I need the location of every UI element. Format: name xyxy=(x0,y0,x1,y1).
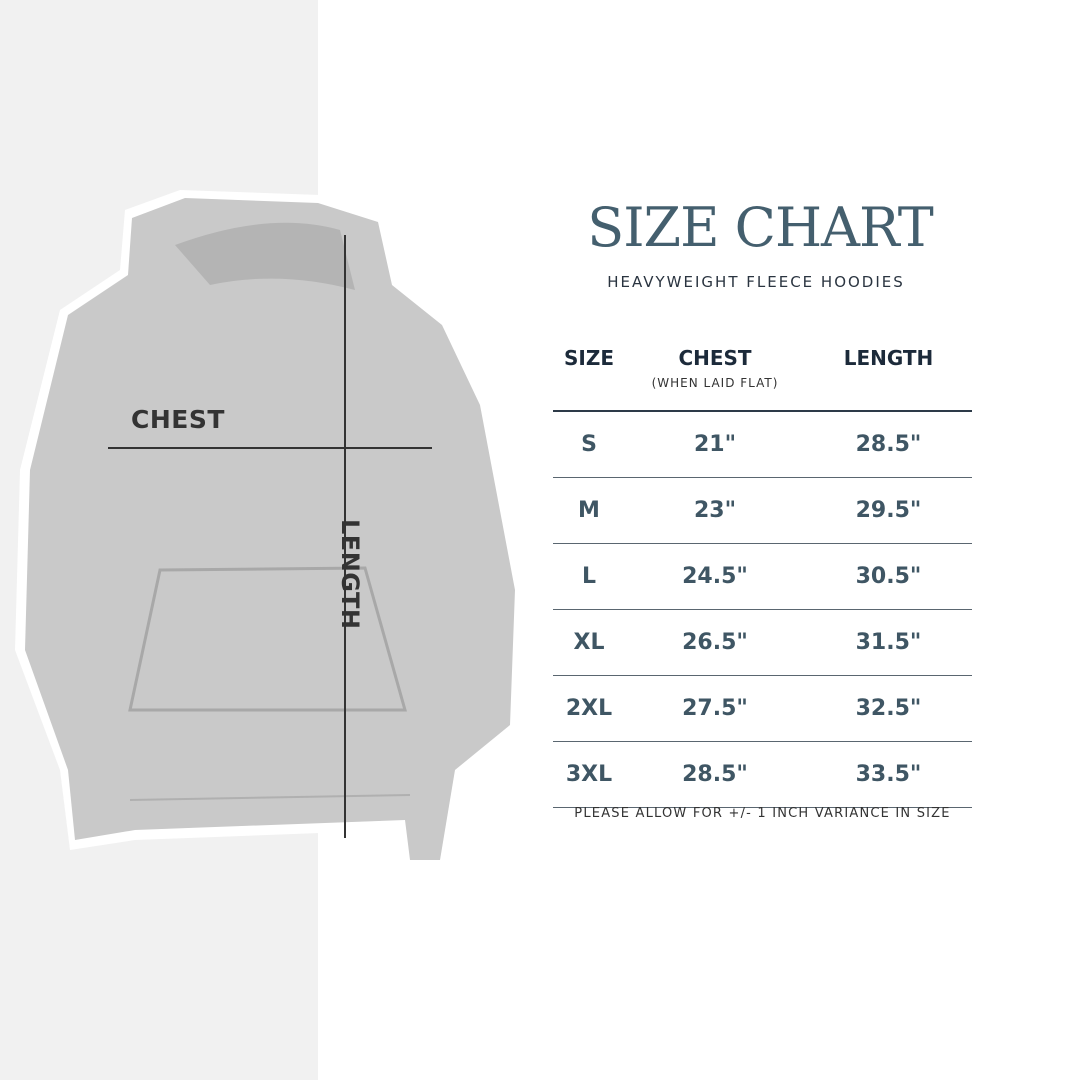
length-measure-label: LENGTH xyxy=(336,519,364,630)
cell-chest: 27.5" xyxy=(625,675,805,742)
cell-length: 28.5" xyxy=(805,411,972,478)
cell-chest: 26.5" xyxy=(625,609,805,676)
page-title: SIZE CHART xyxy=(587,196,934,259)
header-size: SIZE xyxy=(563,346,614,370)
cell-size: 3XL xyxy=(553,741,625,808)
table-row: XL 26.5" 31.5" xyxy=(553,609,972,676)
header-chest-label: CHEST xyxy=(678,346,752,370)
table-row: L 24.5" 30.5" xyxy=(553,543,972,610)
table-row: 3XL 28.5" 33.5" xyxy=(553,741,972,808)
waistband-line xyxy=(129,794,411,801)
page-subtitle: HEAVYWEIGHT FLEECE HOODIES xyxy=(607,273,905,291)
hoodie-body xyxy=(25,198,515,860)
hood-opening xyxy=(175,222,355,290)
variance-note: PLEASE ALLOW FOR +/- 1 INCH VARIANCE IN … xyxy=(574,806,951,821)
header-length: LENGTH xyxy=(843,346,934,370)
cell-length: 29.5" xyxy=(805,477,972,544)
cell-length: 32.5" xyxy=(805,675,972,742)
pocket xyxy=(128,566,407,712)
cell-length: 33.5" xyxy=(805,741,972,808)
cell-size: 2XL xyxy=(553,675,625,742)
table-row: 2XL 27.5" 32.5" xyxy=(553,675,972,742)
cell-size: M xyxy=(553,477,625,544)
cell-chest: 23" xyxy=(625,477,805,544)
header-chest-note: (WHEN LAID FLAT) xyxy=(651,376,779,390)
hoodie-image xyxy=(15,190,525,870)
cell-length: 30.5" xyxy=(805,543,972,610)
chest-measure-label: CHEST xyxy=(131,405,225,434)
table-header-row: SIZE CHEST (WHEN LAID FLAT) LENGTH xyxy=(553,340,972,411)
cell-size: S xyxy=(553,411,625,478)
size-table: SIZE CHEST (WHEN LAID FLAT) LENGTH S 21" 28… xyxy=(553,340,972,808)
table-row: S 21" 28.5" xyxy=(553,411,972,478)
cell-chest: 28.5" xyxy=(625,741,805,808)
cell-chest: 21" xyxy=(625,411,805,478)
cell-size: L xyxy=(553,543,625,610)
cell-size: XL xyxy=(553,609,625,676)
table-row: M 23" 29.5" xyxy=(553,477,972,544)
cell-chest: 24.5" xyxy=(625,543,805,610)
cell-length: 31.5" xyxy=(805,609,972,676)
header-chest: CHEST (WHEN LAID FLAT) xyxy=(625,340,805,411)
